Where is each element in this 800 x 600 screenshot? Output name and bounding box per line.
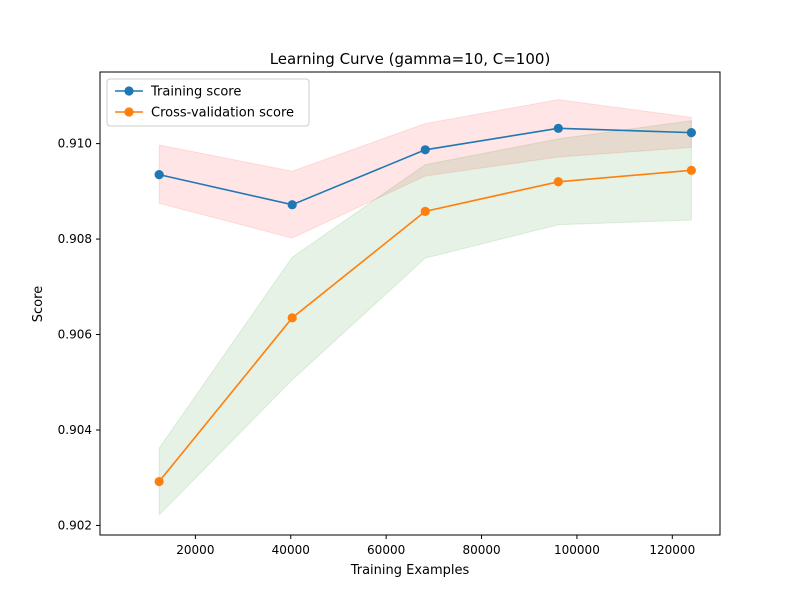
data-point-1-2 (420, 206, 430, 216)
x-axis-label: Training Examples (350, 563, 470, 578)
axes-frame (99, 71, 721, 536)
confidence-band-1 (158, 120, 692, 517)
legend-label-1: Cross-validation score (151, 106, 294, 121)
y-tick-label: 0.908 (58, 232, 92, 246)
y-tick-label: 0.910 (58, 137, 92, 151)
x-tick-label: 120000 (649, 543, 695, 557)
data-point-0-0 (154, 170, 164, 180)
y-tick-label: 0.902 (58, 518, 92, 532)
y-tick-label: 0.904 (58, 423, 92, 437)
legend-box (106, 78, 310, 127)
data-point-0-2 (420, 145, 430, 155)
x-tick-label: 100000 (554, 543, 600, 557)
x-tick-label: 40000 (272, 543, 310, 557)
data-point-1-4 (686, 165, 696, 175)
data-point-1-0 (154, 476, 164, 487)
data-point-0-1 (287, 200, 297, 210)
data-point-0-3 (553, 123, 563, 133)
data-point-1-3 (553, 177, 563, 187)
x-tick-label: 60000 (367, 543, 405, 557)
chart-title: Learning Curve (gamma=10, C=100) (270, 50, 551, 68)
y-axis-label: Score (31, 286, 46, 322)
data-point-0-4 (686, 128, 696, 138)
x-tick-label: 80000 (462, 543, 500, 557)
legend-marker-1 (124, 107, 134, 117)
data-point-1-1 (287, 313, 297, 323)
y-tick-label: 0.906 (58, 328, 92, 342)
legend: Training score Cross-validation score (106, 78, 310, 127)
legend-label-0: Training score (150, 85, 241, 100)
x-tick-label: 20000 (176, 543, 214, 557)
plot-area: 20000 40000 60000 80000 100000 120000 0.902 0.9… (58, 71, 721, 557)
legend-marker-0 (124, 86, 134, 96)
